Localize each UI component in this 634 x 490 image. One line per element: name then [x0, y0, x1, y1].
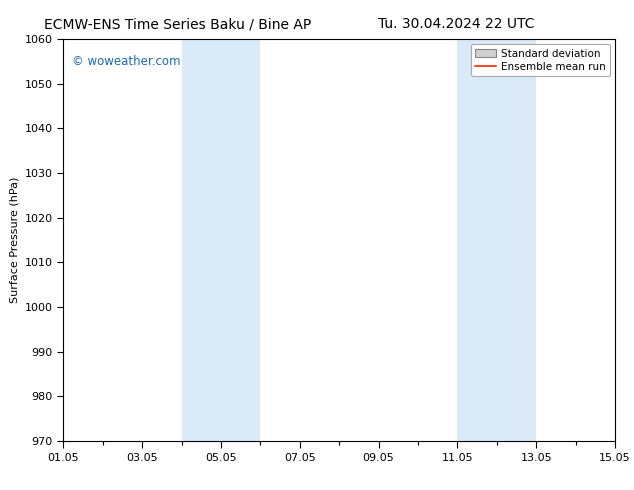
- Legend: Standard deviation, Ensemble mean run: Standard deviation, Ensemble mean run: [470, 45, 610, 76]
- Bar: [181, 39, 261, 441]
- Y-axis label: Surface Pressure (hPa): Surface Pressure (hPa): [10, 177, 19, 303]
- Bar: [457, 39, 536, 441]
- Text: Tu. 30.04.2024 22 UTC: Tu. 30.04.2024 22 UTC: [378, 17, 534, 31]
- Text: ECMW-ENS Time Series Baku / Bine AP: ECMW-ENS Time Series Baku / Bine AP: [44, 17, 311, 31]
- Text: © woweather.com: © woweather.com: [72, 55, 180, 68]
